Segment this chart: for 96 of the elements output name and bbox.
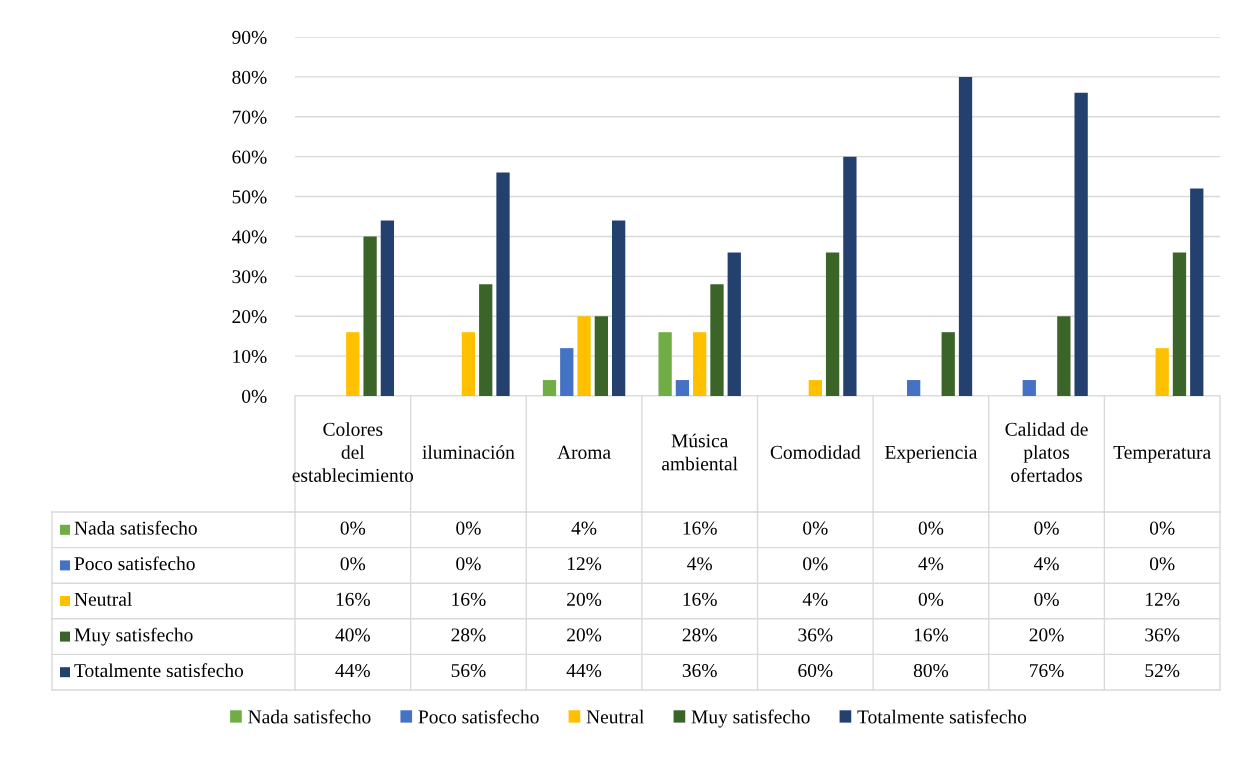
y-tick-label: 80% bbox=[232, 70, 267, 84]
bar bbox=[1155, 348, 1169, 396]
bar bbox=[843, 156, 857, 396]
y-tick-label: 0% bbox=[242, 389, 267, 403]
data-label: 40% bbox=[335, 628, 370, 642]
data-label: 28% bbox=[451, 628, 486, 642]
data-label: 4% bbox=[802, 592, 828, 606]
legend-label: Neutral bbox=[74, 592, 132, 606]
data-label: 80% bbox=[913, 663, 949, 678]
data-label: 16% bbox=[683, 592, 717, 606]
data-label: 0% bbox=[918, 592, 944, 606]
data-label: 4% bbox=[918, 557, 944, 571]
data-label: 16% bbox=[683, 521, 717, 535]
bar bbox=[710, 284, 724, 396]
data-label: 0% bbox=[340, 521, 366, 535]
x-tick-label: Experiencia bbox=[885, 445, 978, 463]
bar bbox=[611, 220, 626, 396]
x-tick-label: Comodidad bbox=[770, 445, 861, 459]
y-tick-label: 90% bbox=[232, 30, 267, 44]
x-tick-label: Colores del establecimiento bbox=[292, 422, 414, 482]
data-label: 0% bbox=[340, 557, 366, 571]
y-tick-label: 60% bbox=[232, 150, 267, 164]
data-label: 0% bbox=[803, 521, 828, 535]
data-label: 12% bbox=[1146, 592, 1180, 606]
text: Nada satisfecho bbox=[74, 520, 197, 535]
bar bbox=[560, 348, 574, 396]
data-label: 0% bbox=[456, 557, 481, 571]
y-tick-label: 10% bbox=[233, 349, 267, 364]
data-label: 44% bbox=[335, 663, 370, 678]
data-label: 16% bbox=[452, 592, 486, 606]
data-label: 36% bbox=[682, 663, 717, 678]
bar bbox=[496, 172, 510, 396]
bar bbox=[479, 284, 493, 396]
data-label: 60% bbox=[798, 663, 833, 678]
data-label: 16% bbox=[336, 592, 370, 606]
bar bbox=[675, 380, 690, 396]
bar bbox=[1057, 316, 1071, 396]
bar bbox=[808, 380, 822, 396]
x-tick-label: iluminación bbox=[422, 445, 515, 459]
y-tick-label: 30% bbox=[232, 270, 267, 284]
data-label: 0% bbox=[1149, 521, 1175, 535]
legend-label: Nada satisfecho bbox=[248, 709, 371, 724]
x-tick-label: Música ambiental bbox=[662, 433, 738, 471]
legend-label: Poco satisfecho bbox=[418, 709, 539, 724]
data-label: 20% bbox=[567, 592, 602, 606]
data-label: 28% bbox=[682, 628, 717, 642]
bar bbox=[907, 380, 921, 396]
legend-label: Totalmente satisfecho bbox=[74, 663, 244, 678]
bar bbox=[958, 76, 973, 396]
y-tick-label: 50% bbox=[232, 190, 267, 204]
data-label: 36% bbox=[1145, 628, 1180, 642]
data-label: 20% bbox=[1029, 628, 1064, 642]
x-tick-label: Aroma bbox=[557, 445, 611, 459]
data-label: 36% bbox=[798, 628, 833, 642]
bar bbox=[577, 316, 591, 396]
bar bbox=[941, 332, 955, 396]
text: Poco satisfecho bbox=[74, 556, 195, 571]
data-label: 0% bbox=[918, 521, 944, 535]
bar bbox=[825, 252, 840, 396]
bar bbox=[1074, 92, 1088, 396]
bar bbox=[1190, 188, 1204, 396]
data-label: 0% bbox=[456, 521, 481, 535]
data-label: 0% bbox=[1149, 557, 1175, 571]
bar bbox=[380, 220, 395, 396]
bar bbox=[363, 236, 377, 396]
data-label: 0% bbox=[1034, 521, 1059, 535]
bar bbox=[461, 332, 476, 396]
data-label: 4% bbox=[1033, 557, 1059, 571]
bar bbox=[693, 332, 707, 396]
bar bbox=[658, 332, 672, 396]
data-label: 76% bbox=[1030, 663, 1064, 678]
data-label: 0% bbox=[803, 557, 828, 571]
data-label: 20% bbox=[567, 628, 602, 642]
bar bbox=[594, 316, 608, 396]
data-label: 44% bbox=[566, 663, 602, 678]
bar bbox=[1022, 380, 1036, 396]
data-label: 12% bbox=[567, 557, 602, 571]
bar bbox=[1172, 252, 1187, 396]
y-tick-label: 20% bbox=[232, 310, 267, 324]
data-label: 0% bbox=[1034, 592, 1059, 606]
x-tick-label: Calidad de platos ofertados bbox=[1005, 422, 1088, 482]
data-label: 52% bbox=[1145, 663, 1180, 678]
bar bbox=[727, 252, 741, 396]
bar bbox=[346, 332, 360, 396]
legend-label: Muy satisfecho bbox=[74, 627, 193, 646]
y-tick-label: 40% bbox=[231, 230, 267, 244]
data-label: 16% bbox=[914, 628, 949, 642]
data-label: 56% bbox=[451, 663, 486, 678]
text: Totalmente satisfecho bbox=[857, 709, 1027, 724]
y-tick-label: 70% bbox=[232, 110, 267, 124]
text: Muy satisfecho bbox=[691, 709, 810, 728]
data-label: 4% bbox=[571, 521, 597, 535]
x-tick-label: Temperatura bbox=[1113, 445, 1211, 463]
text: Neutral bbox=[586, 709, 645, 724]
bar bbox=[542, 380, 557, 396]
data-label: 4% bbox=[687, 557, 712, 571]
